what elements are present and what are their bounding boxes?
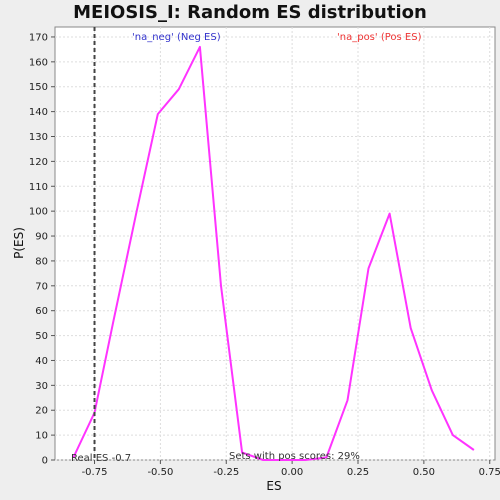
x-tick-label: -0.50: [147, 467, 173, 478]
y-axis-label: P(ES): [12, 227, 26, 259]
y-tick-label: 130: [29, 132, 48, 143]
pos-es-label: 'na_pos' (Pos ES): [337, 32, 422, 43]
y-tick-label: 30: [35, 381, 48, 392]
x-axis-label: ES: [266, 479, 281, 493]
y-tick-label: 60: [35, 306, 48, 317]
y-tick-label: 80: [35, 256, 48, 267]
neg-es-label: 'na_neg' (Neg ES): [132, 32, 221, 43]
series-layer: [72, 27, 475, 461]
y-tick-label: 160: [29, 57, 48, 68]
x-axis-ticks: -0.75 -0.50 -0.25 0.00 0.25 0.50 0.75: [82, 460, 500, 478]
es-series-line: [72, 45, 475, 461]
y-tick-label: 150: [29, 82, 48, 93]
real-es-label: Real ES -0.7: [71, 453, 131, 464]
x-tick-label: 0.25: [347, 467, 369, 478]
y-tick-label: 20: [35, 406, 48, 417]
y-tick-label: 0: [42, 456, 48, 467]
y-tick-label: 170: [29, 32, 48, 43]
chart-title: MEIOSIS_I: Random ES distribution: [73, 2, 427, 23]
x-tick-label: 0.75: [479, 467, 500, 478]
y-tick-label: 90: [35, 232, 48, 243]
y-tick-label: 40: [35, 356, 48, 367]
pos-scores-label: Sets with pos scores: 29%: [229, 451, 360, 462]
grid: [55, 27, 495, 461]
y-tick-label: 100: [29, 207, 48, 218]
y-tick-label: 10: [35, 431, 48, 442]
y-tick-label: 120: [29, 157, 48, 168]
y-tick-label: 70: [35, 281, 48, 292]
x-tick-label: -0.75: [82, 467, 108, 478]
y-tick-label: 140: [29, 107, 48, 118]
y-tick-label: 50: [35, 331, 48, 342]
x-tick-label: 0.00: [281, 467, 303, 478]
y-tick-label: 110: [29, 182, 48, 193]
x-tick-label: -0.25: [213, 467, 239, 478]
x-tick-label: 0.50: [413, 467, 435, 478]
y-axis-ticks: 0 10 20 30 40 50 60 70 80 90 100 110 120 130 140 150 160…: [29, 32, 55, 467]
plot-area: [54, 26, 496, 461]
